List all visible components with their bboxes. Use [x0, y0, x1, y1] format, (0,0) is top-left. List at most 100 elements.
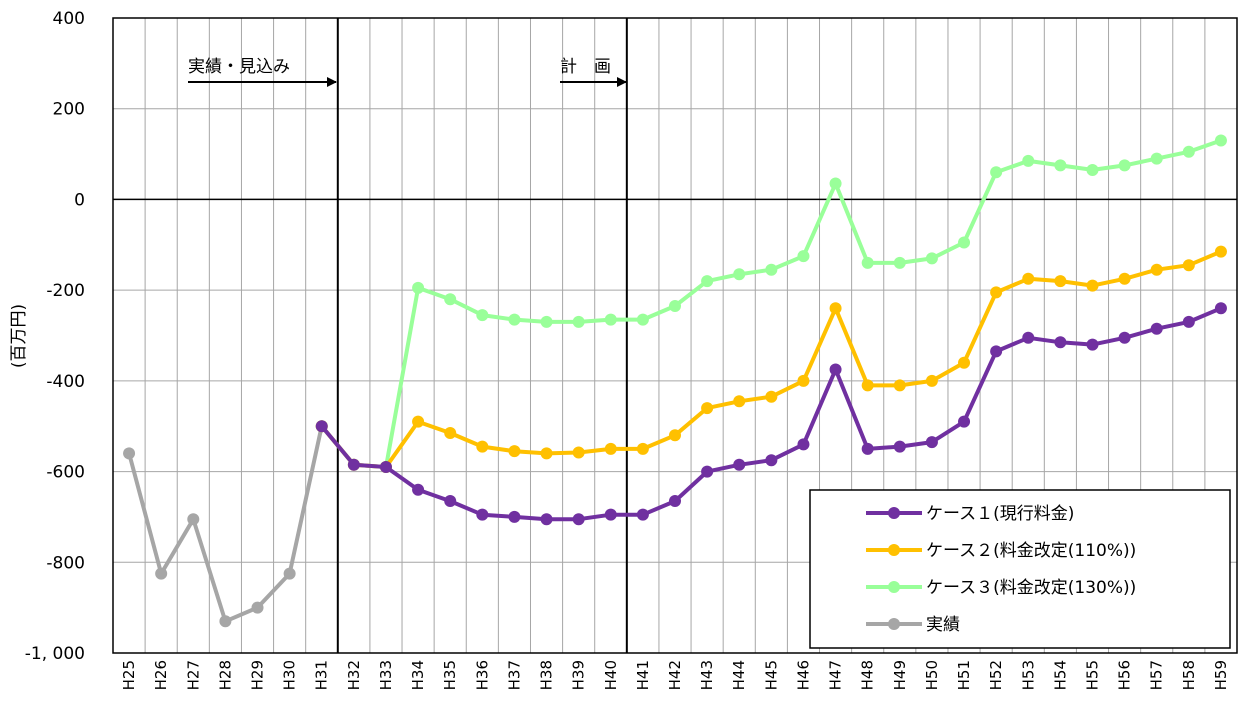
data-point [508, 510, 521, 523]
series-3 [315, 134, 1227, 474]
x-tick-label: H41 [634, 660, 652, 690]
x-tick-label: H42 [666, 660, 684, 690]
x-tick-label: H37 [505, 660, 523, 690]
data-point [412, 281, 425, 294]
x-tick-label: H57 [1148, 660, 1166, 690]
x-tick-labels: H25 H26 H27 H28 H29 H30 H31 H32 H33 H34 H35 H36 H37 H… [120, 660, 1230, 690]
data-point [1150, 322, 1163, 335]
data-point [701, 402, 714, 415]
data-point [990, 286, 1003, 299]
data-point [1118, 159, 1131, 172]
y-tick-label: 400 [53, 9, 85, 29]
data-point [990, 166, 1003, 179]
data-point [1054, 275, 1067, 288]
data-point [476, 440, 489, 453]
data-point [123, 447, 136, 460]
x-tick-label: H34 [409, 660, 427, 690]
y-axis-label: (百万円) [9, 304, 29, 368]
legend-swatch-marker [888, 544, 900, 556]
x-tick-label: H29 [249, 660, 267, 690]
data-point [829, 302, 842, 315]
data-point [733, 458, 746, 471]
annotation-actual: 実績・見込み [188, 57, 290, 77]
data-point [476, 508, 489, 521]
data-point [958, 415, 971, 428]
data-point [1022, 272, 1035, 285]
x-tick-label: H51 [955, 660, 973, 690]
y-tick-label: -600 [46, 463, 85, 483]
x-tick-label: H27 [184, 660, 202, 690]
data-point [861, 442, 874, 455]
data-point [1118, 272, 1131, 285]
x-tick-label: H43 [698, 660, 716, 690]
x-tick-label: H49 [891, 660, 909, 690]
x-tick-label: H33 [377, 660, 395, 690]
data-point [765, 390, 778, 403]
data-point [444, 495, 457, 508]
data-point [1022, 154, 1035, 167]
data-point [1182, 145, 1195, 158]
data-point [861, 379, 874, 392]
data-point [765, 263, 778, 276]
x-tick-label: H56 [1116, 660, 1134, 690]
data-point [893, 440, 906, 453]
data-point [669, 300, 681, 313]
plot-border [112, 17, 1238, 654]
data-point [958, 356, 971, 369]
data-point [1086, 338, 1099, 351]
data-point [347, 458, 360, 471]
data-point [1022, 331, 1035, 344]
data-point [669, 495, 681, 508]
data-point [893, 379, 906, 392]
data-point [701, 465, 714, 478]
legend-swatch-marker [888, 507, 900, 519]
data-point [1214, 245, 1227, 258]
data-point [636, 313, 649, 326]
series-2 [315, 245, 1227, 474]
data-point [733, 395, 746, 408]
data-point [508, 445, 521, 458]
data-point [540, 513, 553, 526]
data-point [636, 508, 649, 521]
data-point [572, 446, 585, 459]
data-point [476, 309, 489, 322]
phase-annotations: 実績・見込み 計 画 [188, 57, 627, 87]
series-lines [123, 134, 1227, 628]
data-point [1054, 336, 1067, 349]
x-tick-label: H47 [827, 660, 845, 690]
series-line [127, 425, 324, 624]
data-point [540, 447, 553, 460]
y-tick-label: -800 [46, 553, 85, 573]
data-point [797, 374, 810, 387]
data-point [444, 427, 457, 440]
y-tick-label: 200 [53, 100, 85, 120]
series-1 [315, 302, 1227, 526]
data-point [572, 315, 585, 328]
y-tick-label: -1, 000 [25, 644, 85, 664]
data-point [861, 256, 874, 269]
data-point [893, 256, 906, 269]
data-point [604, 313, 617, 326]
x-tick-label: H55 [1083, 660, 1101, 690]
x-tick-label: H53 [1019, 660, 1037, 690]
data-point [701, 275, 714, 288]
x-tick-label: H46 [794, 660, 812, 690]
data-point [1150, 152, 1163, 165]
phase-dividers [336, 18, 628, 653]
data-point [990, 345, 1003, 358]
legend-entry: ケース３(料金改定(130%)) [926, 578, 1136, 598]
data-point [1182, 315, 1195, 328]
x-tick-label: H36 [473, 660, 491, 690]
data-point [1214, 134, 1227, 147]
data-point [1086, 279, 1099, 292]
data-point [412, 483, 425, 496]
series-4 [123, 420, 328, 628]
legend-swatch-marker [888, 618, 900, 630]
x-tick-label: H59 [1212, 660, 1230, 690]
data-point [187, 513, 200, 526]
x-tick-label: H35 [441, 660, 459, 690]
data-point [733, 268, 746, 281]
x-tick-label: H30 [281, 660, 299, 690]
data-point [604, 508, 617, 521]
